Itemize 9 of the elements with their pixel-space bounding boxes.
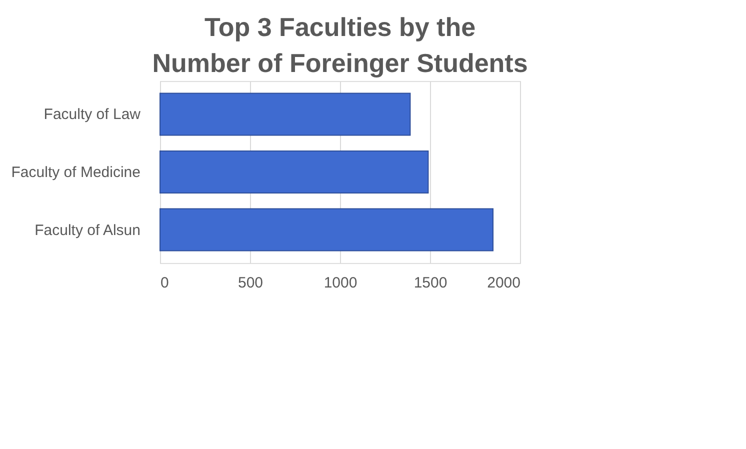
y-tick-label: Faculty of Law	[44, 106, 141, 124]
x-tick-label: 1000	[324, 274, 358, 292]
chart-title: Top 3 Faculties by the Number of Foreinger Students	[152, 12, 528, 78]
y-tick-label: Faculty of Medicine	[11, 164, 140, 181]
x-tick-label: 0	[160, 274, 169, 292]
x-tick-label: 1500	[414, 274, 448, 292]
x-tick-label: 2000	[487, 274, 520, 292]
x-tick-label: 500	[238, 274, 264, 292]
y-tick-label: Faculty of Alsun	[34, 222, 140, 239]
